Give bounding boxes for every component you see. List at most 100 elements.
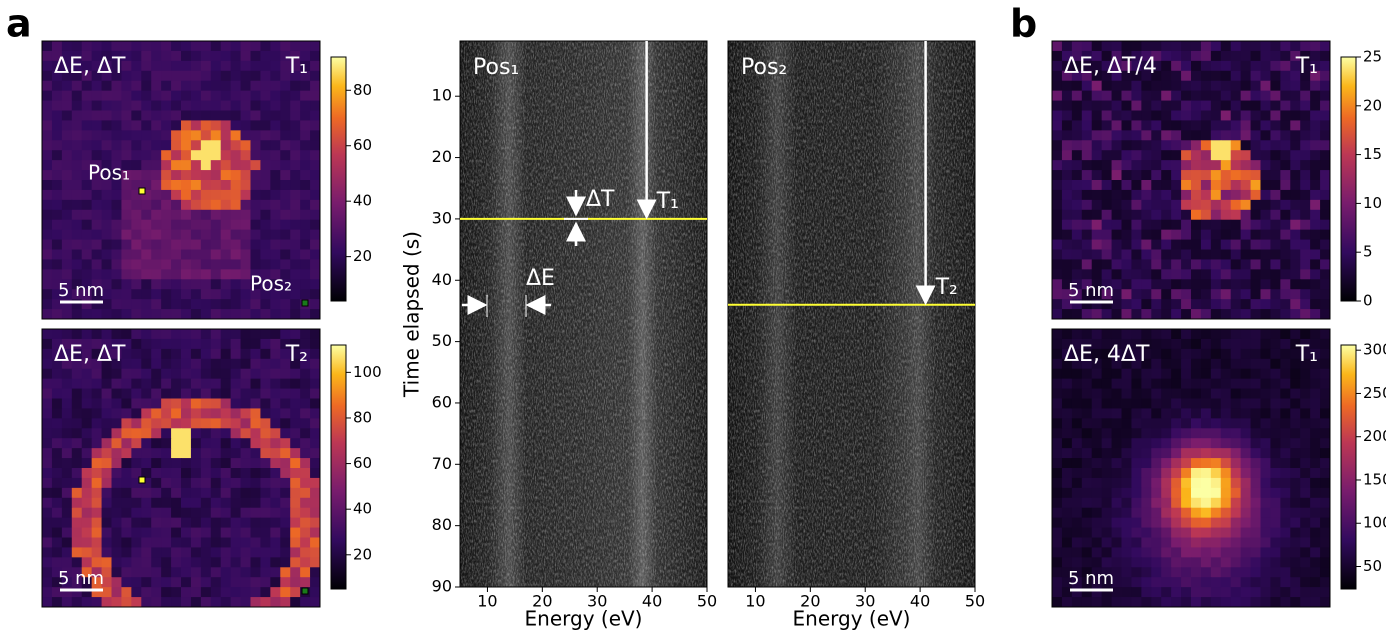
pixel	[280, 517, 291, 529]
pixel	[42, 517, 53, 529]
pixel	[310, 160, 321, 171]
pixel	[260, 358, 271, 370]
pixel	[1111, 309, 1122, 320]
pixel	[61, 50, 73, 62]
pixel	[220, 507, 232, 519]
pixel	[1121, 279, 1132, 290]
pixel	[290, 418, 301, 429]
pixel	[141, 41, 152, 52]
pixel	[1052, 60, 1063, 72]
pixel	[280, 249, 291, 260]
pixel	[1270, 388, 1281, 399]
pixel	[280, 209, 291, 221]
pixel	[151, 388, 162, 399]
pixel	[280, 458, 291, 469]
pixel	[1250, 249, 1261, 260]
pixel	[1290, 378, 1301, 390]
pixel	[1270, 329, 1281, 340]
pixel	[1270, 170, 1281, 181]
pixel	[1091, 388, 1103, 399]
pixel	[141, 388, 152, 399]
pixel	[220, 50, 232, 62]
pixel	[1260, 358, 1271, 370]
pixel	[1250, 50, 1261, 62]
pixel	[1111, 90, 1122, 102]
pixel	[190, 41, 202, 52]
pixel	[300, 428, 311, 439]
pixel	[1310, 477, 1321, 489]
pixel	[1200, 299, 1212, 310]
pixel	[1191, 438, 1202, 449]
pixel	[61, 497, 73, 509]
pixel	[61, 388, 73, 399]
pixel	[1061, 239, 1073, 250]
pixel	[1210, 70, 1222, 82]
pixel	[200, 428, 212, 439]
pixel	[1171, 180, 1182, 191]
pixel	[1181, 219, 1192, 231]
pixel	[1191, 180, 1202, 191]
pixel	[240, 477, 251, 489]
pixel	[1250, 537, 1261, 548]
pixel	[1171, 259, 1182, 270]
pixel	[1071, 289, 1083, 300]
pixel	[1250, 130, 1261, 141]
pixel	[61, 219, 73, 231]
pixel	[1300, 388, 1311, 399]
pixel	[1280, 507, 1291, 519]
pixel	[181, 438, 192, 449]
pixel	[1141, 150, 1152, 161]
pixel	[1061, 398, 1073, 409]
pixel	[190, 229, 202, 241]
pixel	[300, 468, 311, 479]
pixel	[1181, 348, 1192, 360]
pixel	[171, 100, 182, 111]
pixel	[121, 60, 132, 72]
pixel	[1071, 428, 1083, 439]
pixel	[181, 358, 192, 370]
pixel	[141, 368, 152, 380]
pixel	[250, 497, 261, 509]
pixel	[300, 140, 311, 151]
pixel	[1220, 577, 1232, 588]
pixel	[220, 497, 232, 509]
pixel	[1191, 299, 1202, 310]
pixel	[61, 408, 73, 419]
pixel	[210, 458, 222, 469]
pixel	[290, 517, 301, 529]
pixel	[61, 229, 73, 241]
pixel	[1240, 41, 1252, 52]
pixel	[1141, 299, 1152, 310]
pixel	[171, 269, 182, 280]
pixel	[1260, 110, 1271, 121]
pixel	[1151, 507, 1162, 519]
pixel	[300, 537, 311, 548]
pixel	[1121, 239, 1132, 250]
pixel	[190, 418, 202, 429]
pixel	[151, 567, 162, 578]
pixel	[1171, 229, 1182, 241]
pixel	[171, 140, 182, 151]
pixel	[270, 180, 281, 191]
pixel	[101, 547, 112, 558]
pixel	[240, 130, 251, 141]
pixel	[1280, 468, 1291, 479]
y-tick-label: 90	[432, 577, 452, 596]
pixel	[190, 110, 202, 121]
pixel	[91, 567, 103, 578]
pixel	[1280, 527, 1291, 538]
pixel	[200, 567, 212, 578]
pixel	[1101, 279, 1113, 290]
pixel	[1071, 418, 1083, 429]
pixel	[161, 468, 172, 479]
pixel	[250, 219, 261, 231]
pixel	[1310, 408, 1321, 419]
pixel	[51, 259, 63, 270]
pixel	[1081, 587, 1093, 598]
pixel	[200, 110, 212, 121]
pixel	[71, 90, 83, 102]
pixel	[1151, 189, 1162, 201]
pixel	[1260, 50, 1271, 62]
pixel	[300, 41, 311, 52]
pixel	[131, 497, 142, 509]
